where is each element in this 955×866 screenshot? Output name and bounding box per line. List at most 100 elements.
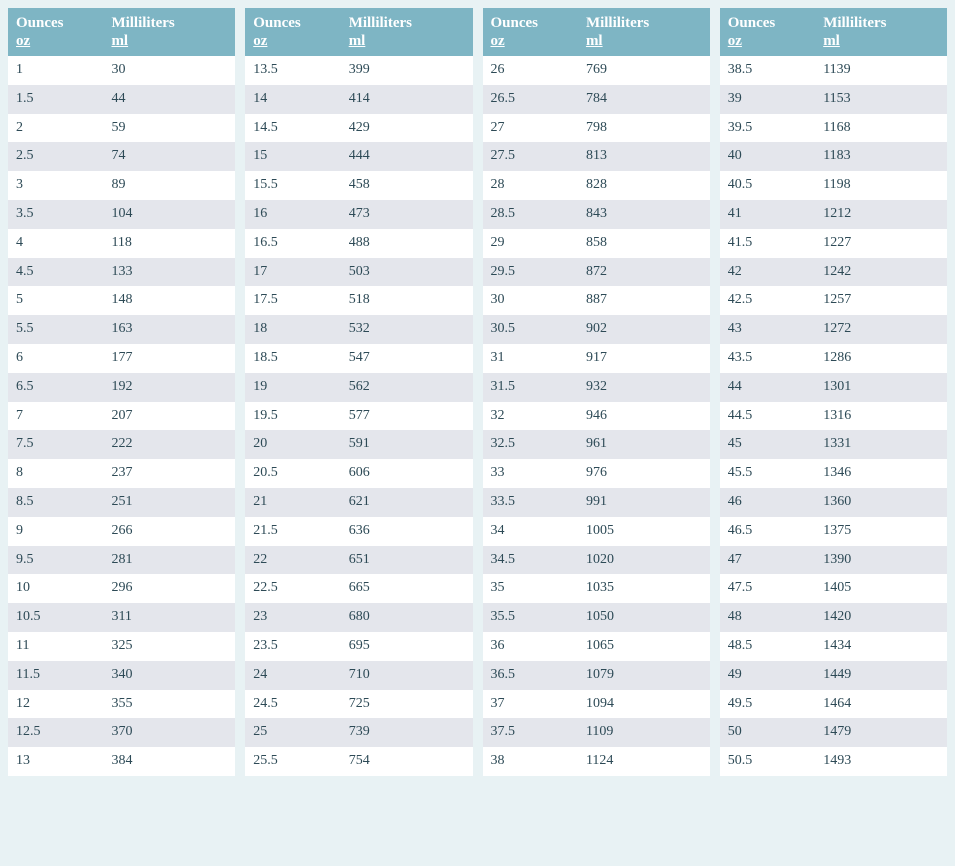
cell-milliliters: 843 <box>578 200 710 229</box>
cell-milliliters: 281 <box>103 546 235 575</box>
cell-ounces: 16.5 <box>245 229 340 258</box>
table-row: 5148 <box>8 286 235 315</box>
cell-ounces: 3 <box>8 171 103 200</box>
cell-milliliters: 30 <box>103 56 235 85</box>
cell-milliliters: 133 <box>103 258 235 287</box>
cell-ounces: 41.5 <box>720 229 815 258</box>
cell-milliliters: 858 <box>578 229 710 258</box>
cell-milliliters: 725 <box>341 690 473 719</box>
table-row: 9266 <box>8 517 235 546</box>
conversion-table: OuncesozMillilitersml38.5113939115339.51… <box>720 8 947 776</box>
cell-ounces: 38 <box>483 747 578 776</box>
cell-ounces: 46 <box>720 488 815 517</box>
cell-milliliters: 503 <box>341 258 473 287</box>
header-label: Ounces <box>253 14 332 32</box>
cell-ounces: 29.5 <box>483 258 578 287</box>
table-row: 451331 <box>720 430 947 459</box>
table-row: 389 <box>8 171 235 200</box>
table-row: 27.5813 <box>483 142 710 171</box>
table-row: 47.51405 <box>720 574 947 603</box>
cell-milliliters: 976 <box>578 459 710 488</box>
cell-ounces: 12.5 <box>8 718 103 747</box>
cell-milliliters: 710 <box>341 661 473 690</box>
table-row: 17503 <box>245 258 472 287</box>
cell-milliliters: 932 <box>578 373 710 402</box>
header-unit: ml <box>586 32 702 50</box>
header-unit: ml <box>349 32 465 50</box>
cell-milliliters: 577 <box>341 402 473 431</box>
cell-milliliters: 1109 <box>578 718 710 747</box>
table-row: 16.5488 <box>245 229 472 258</box>
cell-milliliters: 532 <box>341 315 473 344</box>
cell-ounces: 31 <box>483 344 578 373</box>
column-header-milliliters: Millilitersml <box>578 8 710 56</box>
cell-ounces: 36.5 <box>483 661 578 690</box>
conversion-table: OuncesozMillilitersml13.53991441414.5429… <box>245 8 472 776</box>
cell-ounces: 42 <box>720 258 815 287</box>
header-unit: oz <box>16 32 95 50</box>
table-row: 15.5458 <box>245 171 472 200</box>
cell-ounces: 29 <box>483 229 578 258</box>
cell-ounces: 33 <box>483 459 578 488</box>
cell-ounces: 31.5 <box>483 373 578 402</box>
cell-ounces: 37.5 <box>483 718 578 747</box>
table-row: 36.51079 <box>483 661 710 690</box>
cell-ounces: 1.5 <box>8 85 103 114</box>
table-row: 8.5251 <box>8 488 235 517</box>
table-row: 6177 <box>8 344 235 373</box>
table-row: 259 <box>8 114 235 143</box>
cell-milliliters: 1198 <box>815 171 947 200</box>
cell-ounces: 23.5 <box>245 632 340 661</box>
cell-ounces: 10 <box>8 574 103 603</box>
cell-milliliters: 754 <box>341 747 473 776</box>
cell-ounces: 15.5 <box>245 171 340 200</box>
cell-ounces: 44.5 <box>720 402 815 431</box>
table-row: 41.51227 <box>720 229 947 258</box>
cell-ounces: 40 <box>720 142 815 171</box>
cell-milliliters: 1065 <box>578 632 710 661</box>
cell-milliliters: 473 <box>341 200 473 229</box>
table-row: 22651 <box>245 546 472 575</box>
cell-milliliters: 1464 <box>815 690 947 719</box>
cell-ounces: 22.5 <box>245 574 340 603</box>
cell-ounces: 46.5 <box>720 517 815 546</box>
cell-milliliters: 991 <box>578 488 710 517</box>
cell-ounces: 43.5 <box>720 344 815 373</box>
cell-milliliters: 902 <box>578 315 710 344</box>
table-row: 12.5370 <box>8 718 235 747</box>
cell-milliliters: 384 <box>103 747 235 776</box>
cell-milliliters: 1420 <box>815 603 947 632</box>
header-label: Ounces <box>491 14 570 32</box>
cell-ounces: 8 <box>8 459 103 488</box>
table-row: 31917 <box>483 344 710 373</box>
cell-ounces: 11 <box>8 632 103 661</box>
column-header-milliliters: Millilitersml <box>103 8 235 56</box>
cell-milliliters: 1390 <box>815 546 947 575</box>
table-row: 14414 <box>245 85 472 114</box>
table-row: 23.5695 <box>245 632 472 661</box>
cell-milliliters: 74 <box>103 142 235 171</box>
table-row: 30.5902 <box>483 315 710 344</box>
cell-ounces: 23 <box>245 603 340 632</box>
cell-milliliters: 429 <box>341 114 473 143</box>
table-row: 130 <box>8 56 235 85</box>
cell-milliliters: 1449 <box>815 661 947 690</box>
cell-ounces: 49 <box>720 661 815 690</box>
header-unit: ml <box>111 32 227 50</box>
table-row: 19562 <box>245 373 472 402</box>
cell-milliliters: 636 <box>341 517 473 546</box>
cell-ounces: 26 <box>483 56 578 85</box>
table-row: 48.51434 <box>720 632 947 661</box>
cell-ounces: 50.5 <box>720 747 815 776</box>
table-row: 17.5518 <box>245 286 472 315</box>
header-unit: oz <box>491 32 570 50</box>
header-unit: oz <box>253 32 332 50</box>
cell-ounces: 13.5 <box>245 56 340 85</box>
cell-milliliters: 695 <box>341 632 473 661</box>
table-row: 481420 <box>720 603 947 632</box>
cell-milliliters: 237 <box>103 459 235 488</box>
table-row: 28828 <box>483 171 710 200</box>
cell-milliliters: 1493 <box>815 747 947 776</box>
cell-milliliters: 813 <box>578 142 710 171</box>
cell-ounces: 50 <box>720 718 815 747</box>
